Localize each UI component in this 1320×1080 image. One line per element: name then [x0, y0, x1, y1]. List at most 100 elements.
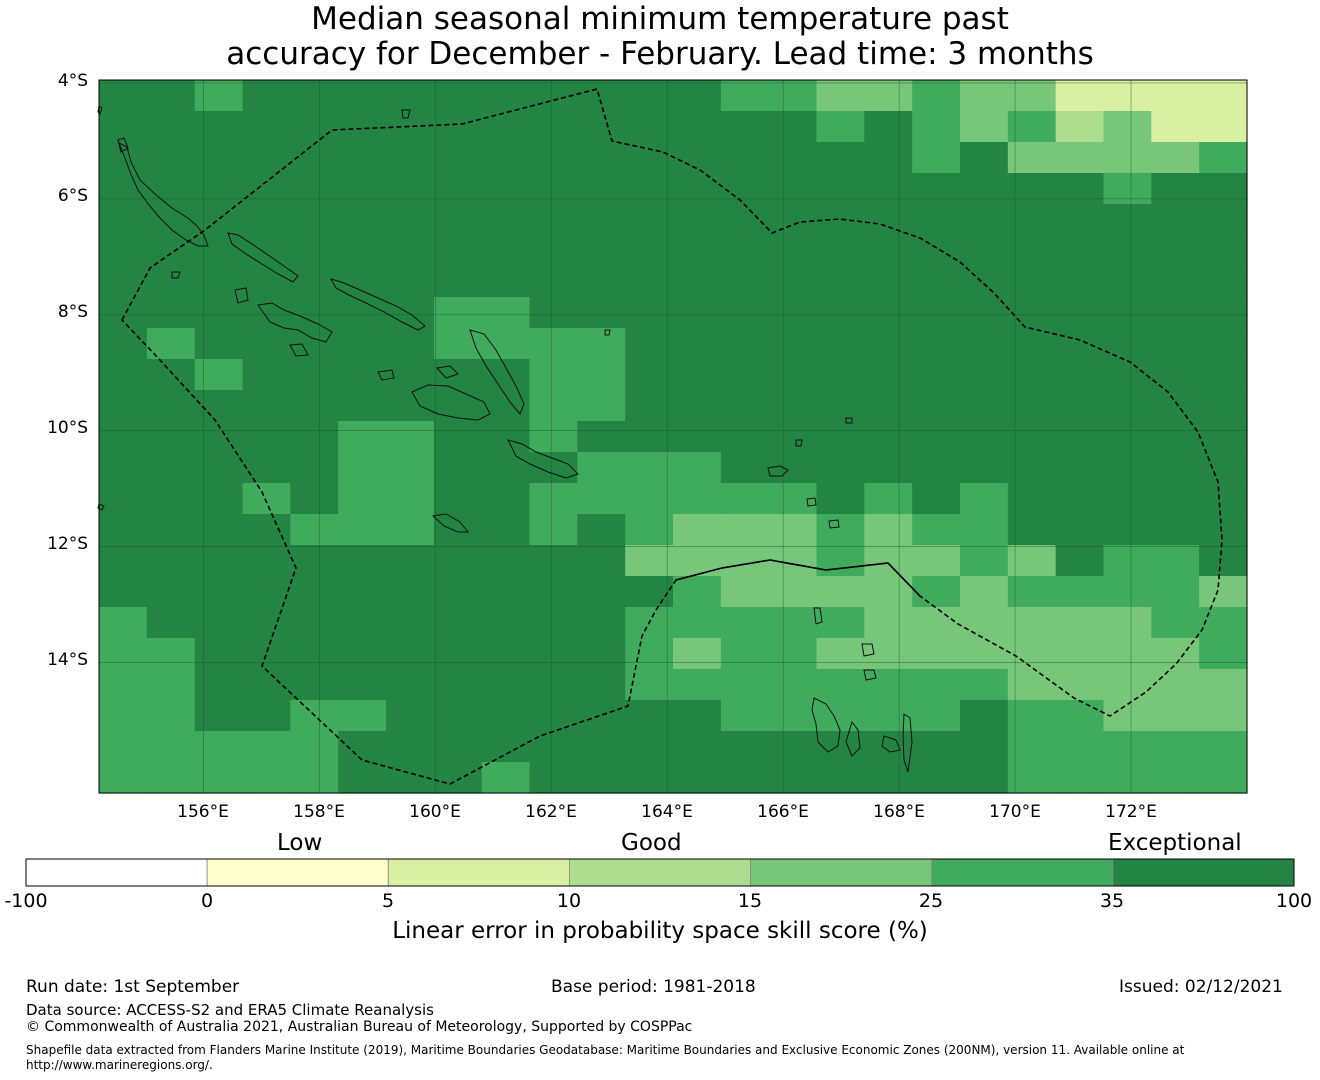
- grid-cell: [720, 669, 770, 701]
- grid-cell: [673, 111, 722, 143]
- grid-cell: [1055, 266, 1105, 298]
- grid-cell: [99, 204, 148, 236]
- grid-cell: [242, 266, 291, 298]
- grid-cell: [99, 297, 148, 329]
- grid-cell: [338, 731, 387, 763]
- grid-cell: [912, 607, 961, 639]
- grid-cell: [912, 204, 961, 236]
- colorbar-title: Linear error in probability space skill …: [392, 918, 928, 944]
- grid-cell: [242, 359, 291, 391]
- grid-cell: [1007, 204, 1057, 236]
- grid-cell: [242, 483, 291, 515]
- grid-cell: [433, 173, 483, 205]
- grid-cell: [1151, 111, 1200, 143]
- grid-cell: [577, 700, 626, 732]
- grid-cell: [1007, 669, 1057, 701]
- grid-cell: [529, 669, 578, 701]
- grid-cell: [433, 576, 483, 608]
- grid-cell: [146, 638, 196, 670]
- grid-cell: [960, 576, 1009, 608]
- grid-cell: [1055, 514, 1105, 546]
- grid-cell: [625, 111, 674, 143]
- grid-cell: [768, 452, 818, 484]
- grid-cell: [481, 235, 531, 267]
- grid-cell: [338, 607, 387, 639]
- grid-cell: [433, 545, 483, 577]
- grid-cell: [673, 173, 722, 205]
- grid-cell: [1199, 700, 1248, 732]
- grid-cell: [481, 545, 531, 577]
- tick-label-10: 10: [556, 890, 582, 912]
- island-rendova: [289, 343, 309, 357]
- grid-cell: [386, 111, 435, 143]
- grid-cell: [768, 359, 818, 391]
- grid-cell: [433, 235, 483, 267]
- grid-cell: [99, 111, 148, 143]
- grid-cell: [912, 421, 961, 453]
- grid-cell: [673, 576, 722, 608]
- grid-cell: [386, 545, 435, 577]
- grid-cell: [433, 297, 483, 329]
- grid-cell: [864, 421, 913, 453]
- grid-cell: [290, 514, 339, 546]
- grid-cell: [673, 731, 722, 763]
- grid-cell: [1151, 514, 1200, 546]
- grid-cell: [1007, 421, 1057, 453]
- grid-cell: [386, 142, 435, 174]
- grid-cell: [673, 297, 722, 329]
- grid-cell: [673, 359, 722, 391]
- grid-cell: [1103, 576, 1152, 608]
- grid-cell: [242, 204, 291, 236]
- grid-cell: [1151, 328, 1200, 360]
- grid-cell: [386, 173, 435, 205]
- grid-cell: [673, 80, 722, 112]
- grid-cell: [529, 111, 578, 143]
- grid-cell: [146, 204, 196, 236]
- grid-cell: [1151, 731, 1200, 763]
- lon-label-170e: 170°E: [989, 802, 1041, 822]
- grid-cell: [816, 545, 865, 577]
- grid-cell: [864, 266, 913, 298]
- grid-cell: [481, 204, 531, 236]
- colorbar-frame: [25, 858, 1295, 887]
- grid-cell: [816, 762, 865, 794]
- grid-cell: [720, 607, 770, 639]
- grid-cell: [1151, 142, 1200, 174]
- grid-cell: [1199, 483, 1248, 515]
- grid-cell: [338, 669, 387, 701]
- grid-cell: [816, 142, 865, 174]
- eez-solomon-islands: [121, 88, 1223, 785]
- grid-cell: [577, 297, 626, 329]
- grid-cell: [673, 266, 722, 298]
- grid-cell: [768, 266, 818, 298]
- grid-cell: [99, 700, 148, 732]
- grid-cell: [338, 545, 387, 577]
- skill-grid: [99, 80, 1248, 794]
- island-makira: [507, 439, 579, 479]
- grid-cell: [625, 142, 674, 174]
- grid-cell: [577, 235, 626, 267]
- grid-cell: [960, 359, 1009, 391]
- grid-cell: [194, 142, 244, 174]
- grid-cell: [960, 607, 1009, 639]
- grid-cell: [864, 700, 913, 732]
- grid-cell: [673, 607, 722, 639]
- grid-cell: [1103, 607, 1152, 639]
- grid-cell: [625, 545, 674, 577]
- tick-label-35: 35: [1099, 890, 1125, 912]
- grid-cell: [577, 328, 626, 360]
- grid-cell: [912, 390, 961, 422]
- grid-cell: [290, 762, 339, 794]
- grid-cell: [864, 204, 913, 236]
- island-santa-isabel: [329, 278, 426, 331]
- grid-cell: [242, 700, 291, 732]
- grid-cell: [1103, 762, 1152, 794]
- grid-cell: [912, 297, 961, 329]
- grid-cell: [1199, 421, 1248, 453]
- grid-cell: [1055, 483, 1105, 515]
- grid-cell: [1055, 576, 1105, 608]
- grid-cell: [194, 669, 244, 701]
- grid-cell: [529, 545, 578, 577]
- grid-cell: [625, 421, 674, 453]
